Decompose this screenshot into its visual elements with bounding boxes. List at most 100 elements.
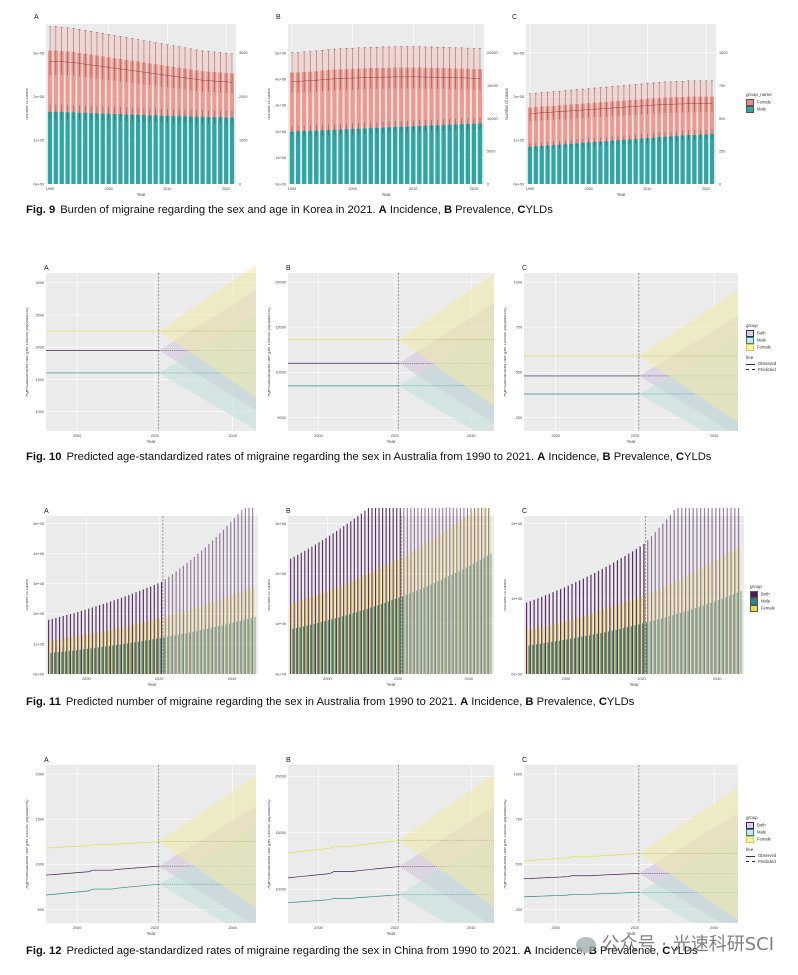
bar-female: [361, 576, 364, 674]
bar-both: [470, 508, 472, 674]
bar-female: [697, 570, 699, 674]
y2-tick-label: 2000: [239, 95, 247, 99]
bar-both: [109, 601, 112, 674]
bar-both: [66, 614, 68, 674]
bar-both: [473, 508, 476, 674]
x-tick-label: 2020: [391, 434, 399, 438]
bar-both: [211, 540, 214, 674]
y-tick-label: 500: [38, 908, 44, 912]
bar-both: [481, 508, 483, 674]
bar-male: [657, 137, 662, 184]
bar-both: [48, 619, 50, 674]
bar-male: [676, 614, 678, 674]
fig11c-chart: 0e+00 1e+05 2e+05 2000 2020 2040 Year Number of…: [504, 508, 744, 687]
bar-both: [662, 523, 664, 674]
bar-male: [166, 636, 169, 674]
bar-both: [193, 556, 195, 674]
bar-both: [219, 533, 221, 674]
bar-female: [165, 616, 167, 674]
bar-both: [737, 508, 740, 674]
bar-both: [106, 602, 108, 674]
bar-male: [490, 553, 492, 674]
bar-both: [658, 527, 660, 674]
bar-female: [147, 621, 149, 674]
bar-female: [358, 578, 360, 674]
bar-female: [568, 620, 571, 674]
bar-male: [581, 636, 583, 674]
bar-male: [679, 612, 682, 674]
bar-male: [405, 126, 410, 184]
bar-both: [647, 540, 649, 674]
bar-male: [302, 626, 305, 674]
bar-both: [311, 546, 313, 674]
figure-9: A 0e+00 1e+05 2e+05 3e+05 1990 2000 2010 2020 Ye…: [0, 0, 798, 225]
fig9-legend: group_name Female Male: [746, 92, 772, 113]
y-tick-label: 0e+00: [513, 182, 524, 186]
panel-label: B: [286, 757, 291, 764]
bar-male: [580, 142, 585, 184]
bar-both: [431, 508, 433, 674]
bar-male: [651, 137, 656, 184]
fig9b-chart: 0e+00 1e+06 2e+06 3e+06 4e+06 5e+06 1990 2000 20…: [268, 24, 498, 197]
bar-male: [338, 617, 340, 674]
fig11-legend: group Both Male Female: [750, 584, 775, 612]
bar-female: [125, 626, 127, 674]
fig10a-chart: 1000 1500 2000 2500 3000 2000 2020 2040 Year Age-…: [26, 265, 256, 444]
bar-female: [549, 625, 552, 674]
bar-male: [225, 624, 227, 674]
fig11-panel-b: B 0e+00 1e+06 2e+06 3e+06 2000 2020 2040 Year Nu…: [268, 508, 504, 688]
bar-both: [635, 548, 637, 674]
x-tick-label: 2020: [702, 187, 710, 191]
bar-female: [602, 609, 605, 674]
observed-line-female: [45, 841, 159, 849]
bar-female: [103, 631, 106, 674]
asr-line: [292, 76, 480, 82]
bar-male: [239, 620, 242, 674]
bar-both: [226, 525, 228, 674]
bar-both: [290, 558, 292, 674]
observed-line-both: [287, 866, 399, 879]
bar-female: [489, 508, 491, 674]
bar-male: [317, 622, 319, 674]
fig12-caption: Fig. 12 Predicted age-standardized rates …: [26, 945, 698, 957]
bar-male: [639, 138, 644, 184]
bar-male: [717, 600, 719, 674]
bar-male: [177, 634, 180, 674]
bar-male: [630, 626, 632, 674]
bar-female: [376, 570, 378, 674]
bar-both: [537, 598, 539, 674]
bar-female: [253, 586, 255, 674]
bar-both: [190, 559, 192, 674]
legend-item-observed: Observed: [746, 361, 776, 367]
bar-female: [644, 594, 646, 674]
bar-female: [390, 562, 392, 674]
fig12-panel-c: C 250 500 750 1000 2000 2020 2040 Year Age-stand…: [504, 757, 790, 939]
bar-male: [86, 648, 89, 674]
bar-male: [645, 138, 650, 184]
x-tick-label: 2020: [631, 926, 639, 930]
y-tick-label: 250: [516, 416, 522, 420]
x-axis-label: Year: [147, 439, 156, 444]
bar-male: [638, 624, 640, 674]
bar-male: [692, 135, 697, 184]
bar-female: [674, 581, 677, 674]
bar-male: [373, 606, 375, 674]
panel-label: B: [276, 14, 281, 21]
y-axis-label: Number of cases: [268, 579, 271, 611]
bar-both: [719, 508, 721, 674]
bar-female: [471, 512, 473, 674]
bar-male: [377, 605, 379, 674]
bar-male: [598, 141, 603, 184]
prediction-band-female: [398, 273, 494, 407]
y-tick-label: 15000: [275, 831, 286, 835]
bar-both: [438, 508, 440, 674]
x-tick-label: 2000: [348, 187, 356, 191]
bar-male: [350, 128, 355, 184]
bar-male: [165, 115, 170, 184]
bar-female: [682, 578, 684, 674]
bar-male: [243, 619, 245, 674]
bar-both: [552, 592, 554, 674]
bar-male: [79, 649, 81, 674]
bar-female: [422, 545, 424, 674]
bar-both: [186, 562, 188, 674]
